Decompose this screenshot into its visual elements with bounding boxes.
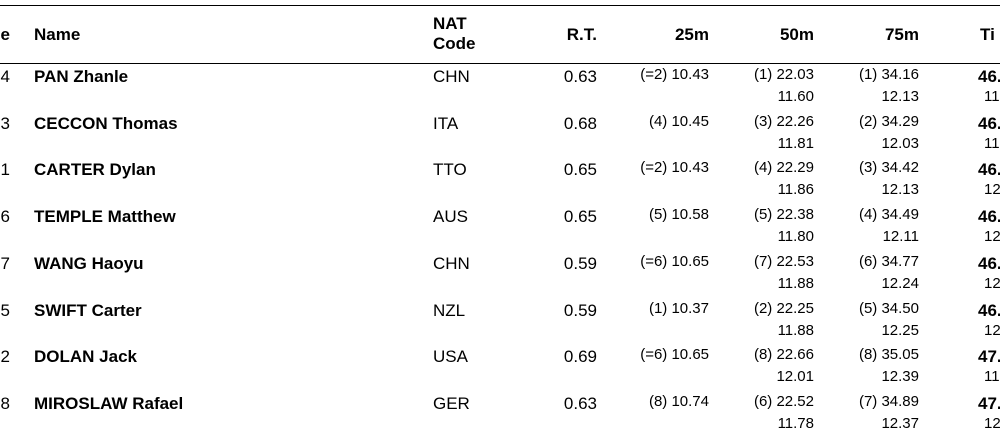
name-cell: DOLAN Jack: [34, 347, 137, 367]
split-cell: (6) 22.52: [753, 392, 814, 410]
name-cell: CARTER Dylan: [34, 160, 156, 180]
split-cell: (3) 22.26: [753, 112, 814, 130]
nat-cell: TTO: [433, 160, 467, 180]
split-cell: (4) 34.49: [858, 206, 919, 224]
split-diff: 11.86: [777, 181, 814, 199]
lane-cell: 3: [0, 113, 10, 133]
name-cell: CECCON Thomas: [34, 113, 178, 133]
nat-cell: USA: [433, 347, 468, 367]
nat-cell: NZL: [433, 300, 466, 320]
split-cell: (8) 35.05: [858, 346, 919, 364]
split-diff: 12.37: [881, 414, 919, 432]
split-diff: 11.88: [777, 274, 814, 292]
time-diff: 12: [984, 181, 1000, 199]
lane-cell: 6: [0, 207, 10, 227]
split-diff: 11.88: [777, 321, 814, 339]
column-header: Name: [34, 25, 81, 44]
lane-cell: 4: [0, 67, 10, 86]
split-cell: (1) 22.03: [753, 66, 814, 83]
column-header: 50m: [779, 25, 814, 44]
nat-cell: CHN: [433, 253, 470, 273]
lane-cell: 7: [0, 253, 10, 273]
split-diff: 12.13: [881, 181, 919, 199]
time-cell: 46.: [978, 253, 1000, 273]
time-cell: 46.: [978, 160, 1000, 180]
time-diff: 12: [984, 414, 1000, 432]
time-cell: 46.: [978, 300, 1000, 320]
rt-cell: 0.65: [563, 160, 597, 180]
rt-cell: 0.59: [563, 300, 597, 320]
time-diff: 12: [984, 274, 1000, 292]
split-diff: 11.81: [777, 134, 814, 152]
name-cell: SWIFT Carter: [34, 300, 142, 320]
column-header: R.T.: [566, 25, 597, 44]
column-header: e: [0, 25, 10, 44]
split-cell: (2) 34.29: [858, 112, 919, 130]
lane-cell: 2: [0, 347, 10, 367]
name-cell: MIROSLAW Rafael: [34, 393, 184, 413]
split-diff: 12.11: [882, 228, 919, 246]
split-cell: (2) 22.25: [753, 299, 814, 317]
split-cell: (=6) 10.65: [640, 346, 709, 364]
time-diff: 11: [984, 88, 1000, 105]
split-cell: (5) 34.50: [858, 299, 919, 317]
nat-cell: GER: [433, 393, 470, 413]
split-cell: (1) 10.37: [648, 299, 709, 317]
split-cell: (=2) 10.43: [640, 159, 709, 177]
split-cell: (7) 22.53: [753, 252, 814, 270]
nat-cell: ITA: [433, 113, 459, 133]
column-header: 25m: [674, 25, 709, 44]
split-cell: (=6) 10.65: [640, 252, 709, 270]
split-cell: (4) 10.45: [648, 112, 709, 130]
split-diff: 12.13: [881, 88, 919, 105]
lane-cell: 5: [0, 300, 10, 320]
column-header: 75m: [884, 25, 919, 44]
split-diff: 12.39: [881, 368, 919, 386]
split-diff: 11.78: [777, 414, 814, 432]
split-diff: 12.24: [881, 274, 919, 292]
time-diff: 11: [984, 134, 1000, 152]
time-diff: 11: [984, 368, 1000, 386]
time-cell: 46.: [978, 67, 1000, 86]
split-cell: (4) 22.29: [753, 159, 814, 177]
time-diff: 12: [984, 228, 1000, 246]
rule: [0, 5, 1000, 6]
split-diff: 11.80: [777, 228, 814, 246]
nat-cell: CHN: [433, 67, 470, 86]
split-cell: (5) 22.38: [753, 206, 814, 224]
time-cell: 46.: [978, 113, 1000, 133]
time-diff: 12: [984, 321, 1000, 339]
split-cell: (7) 34.89: [858, 392, 919, 410]
column-header: Ti: [980, 25, 995, 44]
split-cell: (=2) 10.43: [640, 66, 709, 83]
split-diff: 12.25: [881, 321, 919, 339]
name-cell: TEMPLE Matthew: [34, 207, 176, 227]
time-cell: 47.: [978, 393, 1000, 413]
rule: [0, 63, 1000, 64]
rt-cell: 0.69: [563, 347, 597, 367]
split-diff: 12.01: [776, 368, 814, 386]
split-diff: 11.60: [777, 88, 814, 105]
rt-cell: 0.63: [563, 393, 597, 413]
lane-cell: 8: [0, 393, 10, 413]
lane-cell: 1: [0, 160, 10, 180]
split-cell: (6) 34.77: [858, 252, 919, 270]
time-cell: 47.: [978, 347, 1000, 367]
nat-cell: AUS: [433, 207, 468, 227]
split-cell: (3) 34.42: [858, 159, 919, 177]
split-diff: 12.03: [881, 134, 919, 152]
split-cell: (8) 22.66: [753, 346, 814, 364]
column-header: NAT Code: [433, 14, 476, 53]
name-cell: WANG Haoyu: [34, 253, 144, 273]
name-cell: PAN Zhanle: [34, 67, 129, 86]
split-cell: (1) 34.16: [858, 66, 919, 83]
rt-cell: 0.59: [563, 253, 597, 273]
rt-cell: 0.63: [563, 67, 597, 86]
rt-cell: 0.68: [563, 113, 597, 133]
split-cell: (5) 10.58: [648, 206, 709, 224]
split-cell: (8) 10.74: [648, 392, 709, 410]
rt-cell: 0.65: [563, 207, 597, 227]
time-cell: 46.: [978, 207, 1000, 227]
